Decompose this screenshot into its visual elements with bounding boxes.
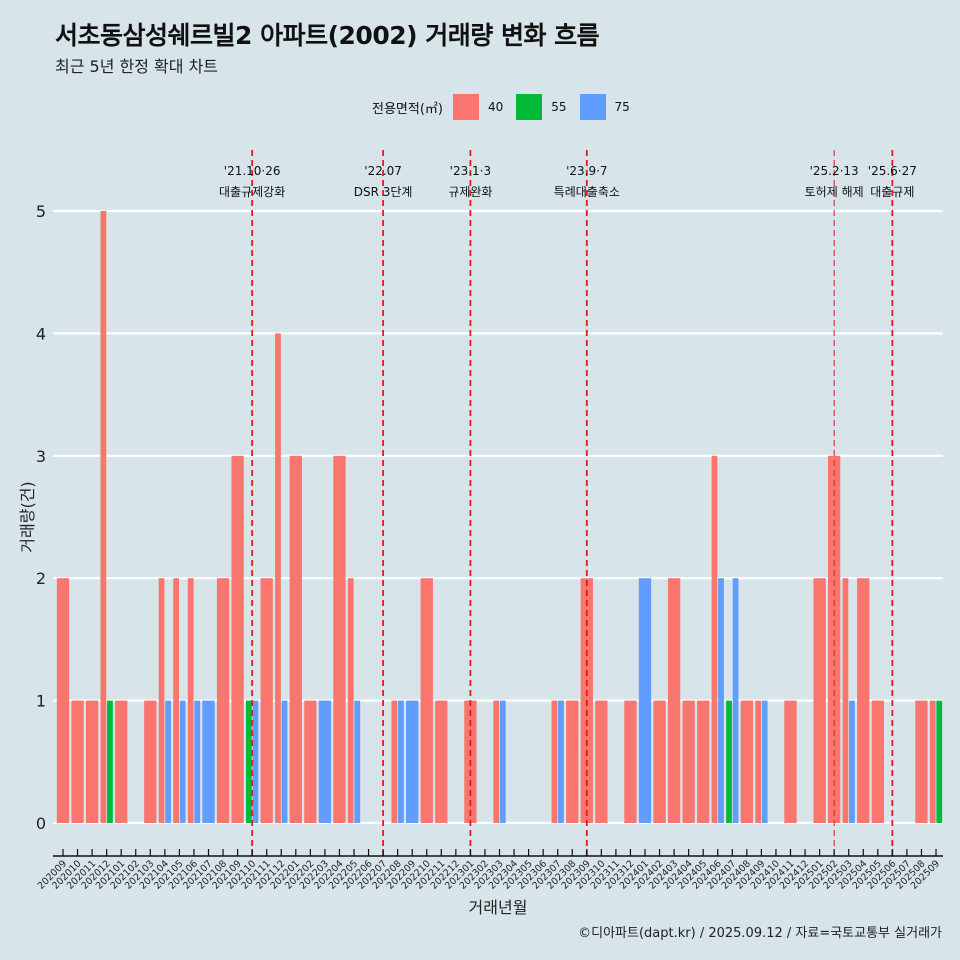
legend-title: 전용면적(㎡)	[372, 101, 443, 117]
bar-40-202106	[187, 578, 194, 823]
legend-label-75: 75	[614, 100, 630, 114]
bar-40-202109	[231, 455, 244, 823]
bar-40-202502	[828, 455, 841, 823]
chart-title: 서초동삼성쉐르빌2 아파트(2002) 거래량 변화 흐름	[55, 21, 600, 50]
bar-40-202307	[551, 700, 558, 823]
bar-55-202110	[246, 700, 252, 823]
bar-40-202403	[667, 578, 681, 823]
bar-75-202303	[499, 700, 506, 823]
bar-40-202205	[347, 578, 354, 823]
annotation-label: DSR 3단계	[354, 185, 413, 199]
bar-40-202010	[71, 700, 84, 823]
bar-40-202204	[333, 455, 346, 823]
bar-40-202201	[289, 455, 302, 823]
y-axis: 0 1 2 3 4 5	[36, 202, 46, 833]
bar-40-202202	[304, 700, 317, 823]
bar-75-202401	[638, 578, 652, 823]
bar-40-202111	[260, 578, 273, 823]
bar-75-202307	[558, 700, 564, 823]
bar-75-202112	[281, 700, 288, 823]
annotation-date: '25.6·27	[868, 164, 917, 178]
bar-40-202104	[158, 578, 165, 823]
y-tick-label: 5	[36, 202, 46, 221]
bar-40-202105	[173, 578, 179, 823]
bar-40-202501	[813, 578, 826, 823]
bar-40-202411	[784, 700, 797, 823]
y-tick-label: 2	[36, 569, 46, 588]
legend: 전용면적(㎡) 40 55 75	[372, 94, 643, 120]
bar-40-202211	[435, 700, 448, 823]
bar-40-202405	[697, 700, 710, 823]
bar-40-202308	[566, 700, 579, 823]
bar-40-202103	[144, 700, 157, 823]
footer-credit: ©디아파트(dapt.kr) / 2025.09.12 / 자료=국토교통부 실…	[578, 926, 942, 941]
annotation-label: 대출규제	[870, 185, 914, 199]
bar-40-202509	[929, 700, 936, 823]
annotation-date: '25.2·13	[810, 164, 859, 178]
bar-55-202509	[936, 700, 943, 823]
legend-key-75	[579, 94, 606, 120]
bar-40-202505	[871, 700, 884, 823]
annotation-date: '23.1·3	[450, 164, 491, 178]
bar-75-202110	[252, 700, 259, 823]
y-tick-label: 3	[36, 447, 46, 466]
bar-40-202009	[56, 578, 70, 823]
annotation-label: 특례대출축소	[554, 185, 620, 199]
y-axis-title: 거래량(건)	[18, 481, 37, 552]
bars	[56, 211, 943, 823]
y-tick-label: 1	[36, 692, 46, 711]
legend-label-55: 55	[551, 100, 567, 114]
bar-40-202108	[216, 578, 230, 823]
annotation-label: 규제완화	[448, 185, 492, 199]
annotation-date: '23.9·7	[566, 164, 607, 178]
bar-40-202310	[595, 700, 608, 823]
bar-40-202101	[115, 700, 128, 823]
bar-40-202406	[711, 455, 718, 823]
bar-40-202508	[915, 700, 928, 823]
bar-75-202209	[406, 700, 419, 823]
bar-75-202105	[179, 700, 186, 823]
bar-40-202012	[100, 211, 107, 823]
annotation-date: '21.10·26	[224, 164, 281, 178]
bar-40-202504	[857, 578, 870, 823]
bar-75-202205	[354, 700, 361, 823]
chart-subtitle: 최근 5년 한정 확대 차트	[55, 57, 219, 76]
annotation-date: '22.07	[364, 164, 402, 178]
bar-75-202107	[202, 700, 215, 823]
legend-key-55	[516, 94, 543, 120]
bar-40-202503	[842, 578, 849, 823]
bar-55-202407	[726, 700, 732, 823]
annotations: '21.10·26 대출규제강화 '22.07 DSR 3단계 '23.1·3 규제완화 '…	[219, 164, 917, 199]
bar-75-202104	[165, 700, 171, 823]
legend-label-40: 40	[487, 100, 504, 114]
bar-40-202408	[740, 700, 753, 823]
bar-75-202208	[398, 700, 404, 823]
y-tick-label: 0	[36, 814, 46, 833]
bar-40-202210	[420, 578, 433, 823]
bar-75-202407	[732, 578, 739, 823]
bar-40-202011	[85, 700, 99, 823]
bar-75-202406	[718, 578, 724, 823]
bar-40-202112	[275, 333, 281, 823]
legend-key-40	[452, 94, 479, 120]
bar-75-202503	[849, 700, 855, 823]
bar-75-202106	[194, 700, 201, 823]
bar-40-202303	[493, 700, 500, 823]
annotation-lines	[251, 150, 894, 860]
y-tick-label: 4	[36, 324, 46, 343]
bar-40-202404	[682, 700, 695, 823]
bar-75-202203	[318, 700, 332, 823]
x-axis-title: 거래년월	[469, 898, 528, 917]
annotation-label: 대출규제강화	[219, 185, 285, 199]
x-axis: 2020092020102020112020122021012021022021…	[36, 849, 943, 892]
bar-40-202312	[624, 700, 637, 823]
bar-40-202208	[391, 700, 398, 823]
bar-40-202402	[653, 700, 666, 823]
annotation-label: 토허제 해제	[805, 185, 864, 199]
bar-40-202409	[755, 700, 761, 823]
bar-55-202012	[107, 700, 113, 823]
bar-75-202409	[761, 700, 768, 823]
